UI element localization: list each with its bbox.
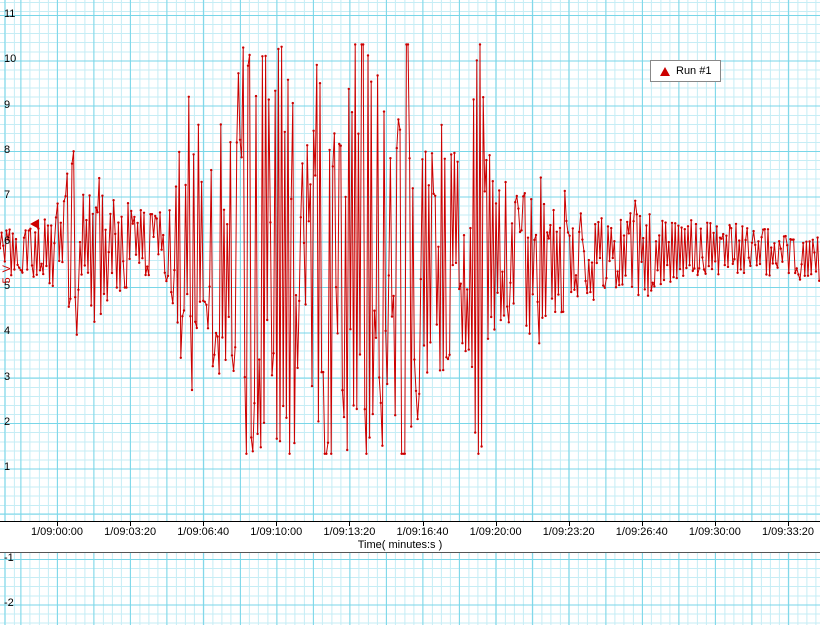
- x-tick-label: 1/09:33:20: [762, 526, 814, 538]
- x-tick-label: 1/09:10:00: [250, 526, 303, 538]
- x-tick-mark: [203, 522, 205, 526]
- x-tick-mark: [422, 522, 424, 526]
- x-tick-mark: [349, 522, 351, 526]
- x-tick-mark: [130, 522, 132, 526]
- x-tick-label: 1/09:06:40: [177, 526, 230, 538]
- x-tick-label: 1/09:13:20: [323, 526, 376, 538]
- legend-run-marker-icon: [660, 66, 670, 76]
- x-tick-mark: [495, 522, 497, 526]
- x-tick-label: 1/09:00:00: [31, 526, 83, 538]
- legend-label: Run #1: [676, 65, 712, 77]
- x-tick-mark: [57, 522, 58, 526]
- x-tick-mark: [714, 522, 716, 526]
- lower-grid-area: [0, 553, 820, 625]
- waveform-line: [0, 44, 820, 455]
- x-tick-label: 1/09:30:00: [688, 526, 741, 538]
- x-tick-mark: [568, 522, 570, 526]
- x-tick-mark: [641, 522, 643, 526]
- channel-unit-label: 5 V: [1, 264, 13, 284]
- x-axis-title: Time( minutes:s ): [357, 539, 443, 551]
- x-axis-strip: Time( minutes:s ) 1/09:00:00 1/09:03:20 1/…: [0, 521, 820, 553]
- plot-area[interactable]: [0, 0, 820, 521]
- x-tick-label: 1/09:20:00: [469, 526, 522, 538]
- x-tick-mark: [276, 522, 278, 526]
- legend: Run #1: [650, 60, 722, 82]
- x-tick-mark: [788, 522, 789, 526]
- waveform-dots: [0, 43, 820, 455]
- x-tick-label: 1/09:23:20: [542, 526, 595, 538]
- x-tick-label: 1/09:26:40: [615, 526, 668, 538]
- x-tick-label: 1/09:03:20: [104, 526, 157, 538]
- channel-marker-icon[interactable]: [30, 218, 39, 229]
- x-tick-label: 1/09:16:40: [396, 526, 449, 538]
- waveform-svg: [0, 43, 820, 455]
